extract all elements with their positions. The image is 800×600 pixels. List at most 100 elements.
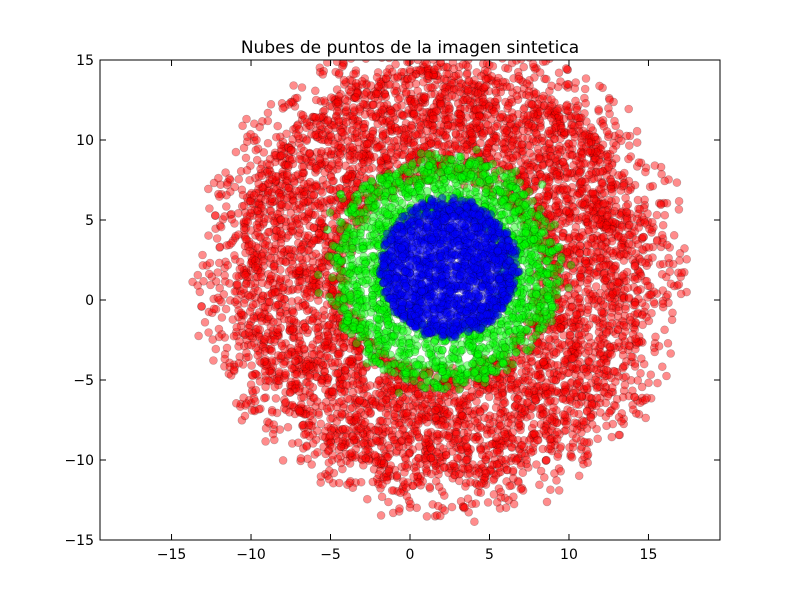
scatter-point <box>581 214 591 223</box>
scatter-point <box>312 356 322 366</box>
scatter-point <box>418 143 428 152</box>
scatter-point <box>596 117 605 126</box>
scatter-point <box>247 340 256 350</box>
scatter-point <box>345 111 355 121</box>
scatter-point <box>313 235 323 244</box>
scatter-point <box>502 477 511 486</box>
scatter-point <box>638 232 648 242</box>
scatter-point <box>251 145 261 155</box>
scatter-point <box>297 83 307 92</box>
scatter-point <box>568 168 578 178</box>
scatter-point <box>377 80 387 90</box>
scatter-point <box>470 517 479 527</box>
scatter-point <box>605 95 614 105</box>
scatter-point <box>634 158 644 167</box>
scatter-point <box>581 381 591 391</box>
scatter-point <box>634 253 644 263</box>
scatter-point <box>314 364 323 374</box>
scatter-point <box>666 279 676 289</box>
scatter-point <box>260 244 270 253</box>
scatter-point <box>564 199 574 209</box>
scatter-point <box>200 317 210 327</box>
scatter-point <box>276 274 286 283</box>
scatter-point <box>668 308 677 318</box>
scatter-point <box>304 418 314 428</box>
scatter-point <box>198 250 207 260</box>
scatter-point <box>657 269 667 279</box>
scatter-point <box>406 89 416 99</box>
scatter-point <box>406 420 416 430</box>
scatter-point <box>424 440 434 449</box>
scatter-point <box>336 206 346 215</box>
scatter-point <box>260 361 269 370</box>
scatter-point <box>550 335 560 344</box>
scatter-point <box>247 361 256 370</box>
scatter-point <box>263 138 273 148</box>
scatter-point <box>591 282 601 291</box>
scatter-point <box>547 81 556 91</box>
scatter-point <box>226 187 235 196</box>
scatter-point <box>550 166 560 176</box>
scatter-point <box>333 349 343 359</box>
scatter-point <box>635 218 645 227</box>
scatter-point <box>611 228 621 238</box>
scatter-point <box>463 95 472 105</box>
scatter-point <box>501 78 510 87</box>
scatter-point <box>594 155 604 164</box>
scatter-point <box>256 404 265 414</box>
scatter-point <box>381 353 391 363</box>
scatter-point <box>273 325 282 334</box>
scatter-point <box>293 438 303 448</box>
scatter-point <box>338 464 347 474</box>
scatter-point <box>287 140 296 150</box>
scatter-point <box>600 224 609 234</box>
scatter-point <box>503 418 513 428</box>
scatter-point <box>334 478 344 488</box>
scatter-point <box>475 435 485 445</box>
scatter-point <box>528 270 538 279</box>
scatter-point <box>505 114 514 124</box>
scatter-point <box>393 94 403 104</box>
scatter-point <box>241 248 250 258</box>
scatter-point <box>582 217 592 227</box>
scatter-point <box>299 179 309 189</box>
scatter-point <box>534 339 544 348</box>
scatter-point <box>394 364 403 374</box>
scatter-point <box>607 405 616 415</box>
scatter-point <box>289 252 299 262</box>
scatter-point <box>248 211 258 220</box>
scatter-point <box>230 251 239 260</box>
scatter-point <box>464 159 473 169</box>
scatter-point <box>472 68 482 77</box>
scatter-point <box>311 249 321 259</box>
scatter-point <box>221 168 230 177</box>
scatter-point <box>350 413 360 423</box>
scatter-point <box>353 369 363 379</box>
scatter-point <box>674 196 684 206</box>
scatter-point <box>628 405 638 415</box>
scatter-point <box>614 210 624 219</box>
scatter-point <box>250 405 259 415</box>
scatter-point <box>401 179 411 188</box>
scatter-point <box>311 323 321 333</box>
scatter-point <box>631 340 641 350</box>
scatter-point <box>296 454 306 463</box>
scatter-point <box>555 305 564 315</box>
scatter-point <box>278 351 287 361</box>
scatter-point <box>391 359 400 369</box>
scatter-point <box>545 151 555 161</box>
scatter-point <box>611 377 620 387</box>
scatter-point <box>495 409 505 418</box>
scatter-point <box>324 466 334 476</box>
scatter-point <box>555 343 564 352</box>
scatter-point <box>392 470 402 480</box>
scatter-point <box>535 68 545 77</box>
scatter-point <box>353 325 363 335</box>
scatter-point <box>532 460 541 469</box>
scatter-point <box>603 152 613 162</box>
scatter-point <box>352 176 362 185</box>
scatter-point <box>236 308 246 318</box>
scatter-point <box>336 452 345 461</box>
scatter-point <box>619 168 629 178</box>
